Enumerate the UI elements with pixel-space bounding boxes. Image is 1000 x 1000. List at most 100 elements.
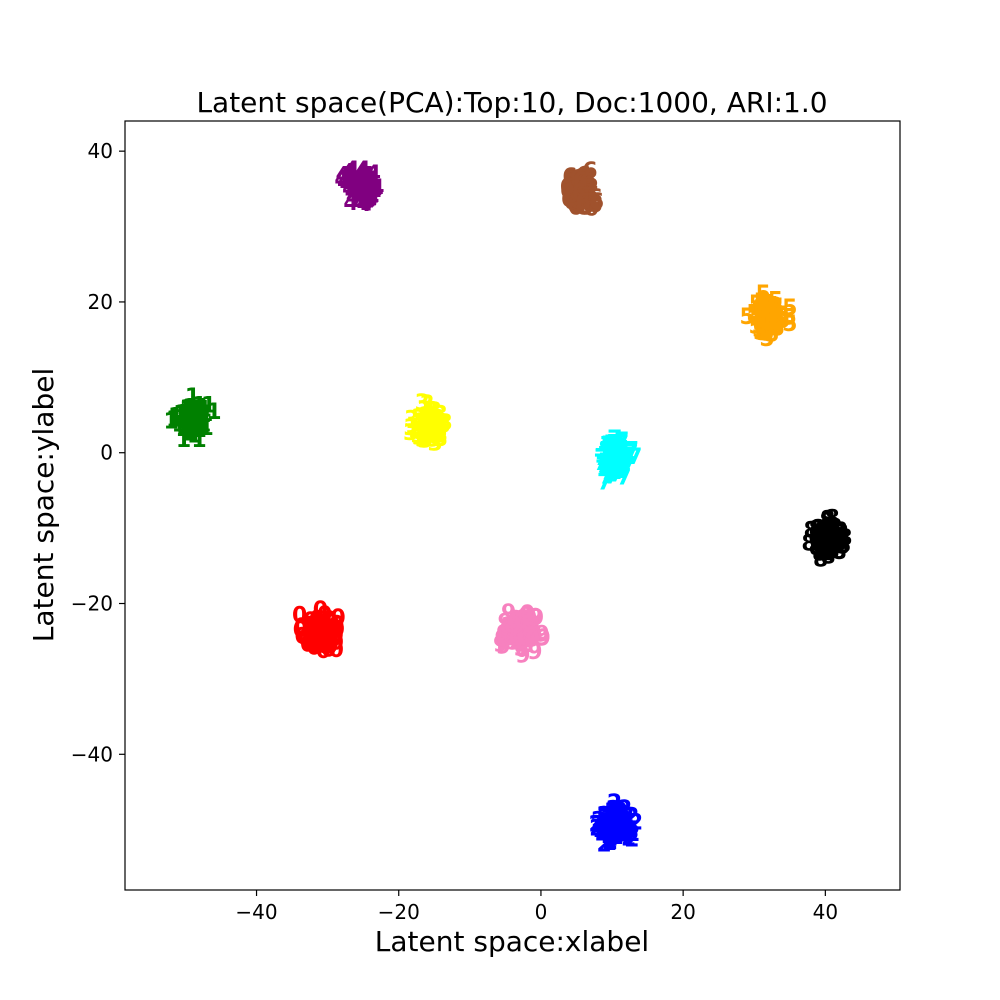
- data-point: 5: [752, 309, 767, 334]
- data-point: 9: [516, 608, 531, 633]
- data-point: 3: [420, 418, 435, 443]
- data-point: 9: [513, 617, 528, 642]
- data-point: 1: [184, 414, 199, 439]
- data-point: 9: [507, 619, 522, 644]
- data-point: 0: [309, 628, 324, 653]
- data-point: 7: [607, 460, 622, 485]
- data-point: 2: [605, 817, 620, 842]
- data-point: 2: [590, 813, 605, 838]
- data-point: 7: [611, 454, 626, 479]
- data-point: 6: [576, 176, 591, 201]
- data-point: 9: [524, 624, 539, 649]
- data-point: 1: [194, 413, 209, 438]
- data-point: 0: [316, 623, 331, 648]
- data-point: 8: [808, 534, 823, 559]
- data-point: 5: [753, 310, 768, 335]
- data-point: 8: [819, 530, 834, 555]
- data-point: 7: [608, 436, 623, 461]
- data-point: 8: [821, 529, 836, 554]
- data-point: 3: [431, 422, 446, 447]
- data-point: 3: [422, 414, 437, 439]
- data-point: 8: [820, 544, 835, 569]
- data-point: 8: [804, 518, 819, 543]
- data-point: 0: [292, 603, 307, 628]
- data-point: 5: [760, 305, 775, 330]
- data-point: 3: [421, 420, 436, 445]
- data-point: 9: [516, 629, 531, 654]
- data-point: 1: [193, 414, 208, 439]
- data-point: 4: [350, 181, 365, 206]
- data-point: 3: [423, 416, 438, 441]
- data-point: 9: [518, 629, 533, 654]
- data-point: 0: [312, 634, 327, 659]
- data-point: 5: [768, 315, 783, 340]
- data-point: 7: [598, 456, 613, 481]
- data-point: 0: [309, 617, 324, 642]
- data-point: 7: [604, 457, 619, 482]
- data-point: 1: [186, 405, 201, 430]
- data-point: 8: [822, 539, 837, 564]
- data-point: 3: [415, 427, 430, 452]
- data-point: 7: [612, 450, 627, 475]
- data-point: 2: [599, 811, 614, 836]
- data-point: 3: [427, 409, 442, 434]
- data-point: 8: [824, 531, 839, 556]
- data-point: 5: [761, 306, 776, 331]
- data-point: 2: [607, 820, 622, 845]
- data-point: 5: [763, 302, 778, 327]
- data-point: 8: [826, 517, 841, 542]
- data-point: 9: [510, 629, 525, 654]
- data-point: 0: [322, 608, 337, 633]
- data-point: 9: [534, 622, 549, 647]
- data-point: 6: [579, 176, 594, 201]
- data-point: 8: [818, 528, 833, 553]
- data-point: 6: [561, 184, 576, 209]
- data-point: 7: [598, 443, 613, 468]
- data-point: 5: [774, 303, 789, 328]
- data-point: 7: [614, 457, 629, 482]
- data-point: 4: [369, 176, 384, 201]
- data-point: 9: [504, 619, 519, 644]
- data-point: 2: [615, 813, 630, 838]
- data-point: 1: [177, 409, 192, 434]
- data-point: 7: [605, 452, 620, 477]
- data-point: 6: [589, 190, 604, 215]
- data-point: 2: [599, 814, 614, 839]
- data-point: 0: [295, 624, 310, 649]
- data-point: 5: [765, 301, 780, 326]
- data-point: 7: [600, 433, 615, 458]
- data-point: 3: [436, 414, 451, 439]
- data-point: 1: [180, 417, 195, 442]
- data-point: 4: [355, 183, 370, 208]
- data-point: 3: [417, 405, 432, 430]
- data-point: 8: [812, 542, 827, 567]
- data-point: 2: [601, 809, 616, 834]
- data-point: 4: [362, 177, 377, 202]
- data-point: 2: [612, 800, 627, 825]
- data-point: 3: [419, 418, 434, 443]
- data-point: 3: [424, 414, 439, 439]
- data-point: 8: [823, 525, 838, 550]
- data-point: 6: [571, 181, 586, 206]
- data-point: 0: [315, 628, 330, 653]
- data-point: 8: [821, 540, 836, 565]
- data-point: 2: [602, 804, 617, 829]
- data-point: 4: [352, 185, 367, 210]
- data-point: 1: [180, 412, 195, 437]
- data-point: 8: [833, 521, 848, 546]
- data-point: 6: [581, 167, 596, 192]
- data-point: 1: [182, 422, 197, 447]
- data-point: 4: [353, 174, 368, 199]
- data-point: 9: [518, 625, 533, 650]
- data-point: 1: [176, 428, 191, 453]
- data-point: 8: [825, 519, 840, 544]
- data-point: 0: [317, 603, 332, 628]
- data-point: 0: [313, 617, 328, 642]
- data-point: 5: [755, 313, 770, 338]
- data-point: 8: [825, 522, 840, 547]
- data-point: 4: [345, 170, 360, 195]
- data-point: 2: [604, 825, 619, 850]
- data-point: 1: [183, 395, 198, 420]
